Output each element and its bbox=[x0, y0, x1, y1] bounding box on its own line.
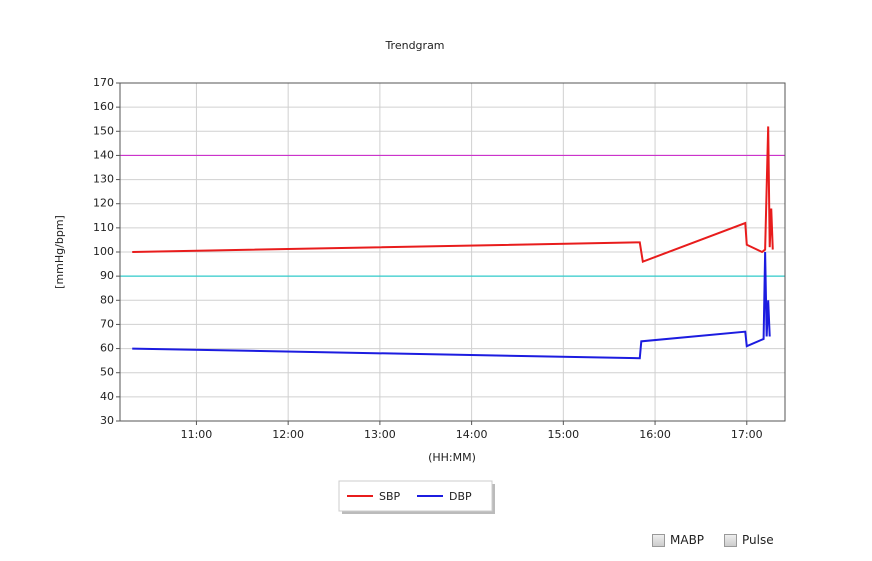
x-axis-label: (HH:MM) bbox=[428, 451, 476, 464]
y-tick-label: 170 bbox=[93, 76, 114, 89]
plot-frame bbox=[119, 82, 786, 422]
y-tick-label: 70 bbox=[100, 317, 114, 330]
chart-title: Trendgram bbox=[384, 39, 444, 52]
checkbox-label: Pulse bbox=[742, 533, 774, 547]
y-axis-label: [mmHg/bpm] bbox=[53, 215, 66, 289]
y-tick-label: 40 bbox=[100, 390, 114, 403]
checkbox-box[interactable] bbox=[724, 533, 737, 547]
legend-label: SBP bbox=[379, 490, 401, 503]
x-tick-label: 14:00 bbox=[456, 428, 488, 441]
series-line bbox=[132, 126, 774, 264]
y-tick-label: 130 bbox=[93, 173, 114, 186]
y-tick-label: 90 bbox=[100, 269, 114, 282]
y-tick-label: 30 bbox=[100, 414, 114, 427]
x-tick-label: 16:00 bbox=[639, 428, 671, 441]
y-tick-label: 160 bbox=[93, 100, 114, 113]
series-line bbox=[132, 251, 771, 360]
y-tick-label: 110 bbox=[93, 221, 114, 234]
checkbox-mabp[interactable]: MABP bbox=[652, 533, 704, 547]
y-tick-label: 150 bbox=[93, 124, 114, 137]
y-tick-label: 60 bbox=[100, 342, 114, 355]
x-tick-label: 11:00 bbox=[181, 428, 213, 441]
y-tick-label: 50 bbox=[100, 366, 114, 379]
checkbox-box[interactable] bbox=[652, 533, 665, 547]
x-tick-label: 15:00 bbox=[547, 428, 579, 441]
y-tick-label: 100 bbox=[93, 245, 114, 258]
y-tick-label: 80 bbox=[100, 293, 114, 306]
legend-label: DBP bbox=[449, 490, 472, 503]
checkbox-pulse[interactable]: Pulse bbox=[724, 533, 774, 547]
y-tick-label: 140 bbox=[93, 148, 114, 161]
x-tick-label: 13:00 bbox=[364, 428, 396, 441]
checkbox-label: MABP bbox=[670, 533, 705, 547]
x-tick-label: 12:00 bbox=[272, 428, 304, 441]
y-tick-label: 120 bbox=[93, 197, 114, 210]
x-tick-label: 17:00 bbox=[731, 428, 763, 441]
